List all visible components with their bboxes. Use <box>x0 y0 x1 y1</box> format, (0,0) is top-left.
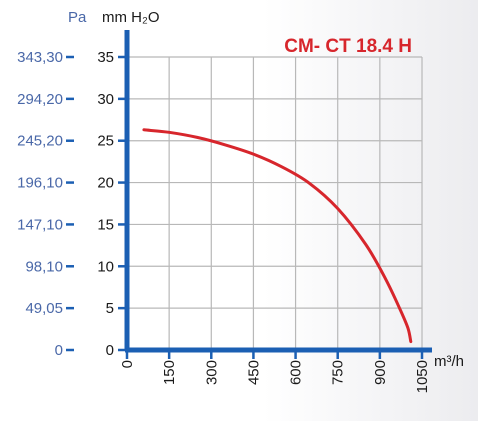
grid <box>127 56 423 350</box>
x-tick-label: 150 <box>161 360 178 385</box>
y-axis-label-pa: Pa <box>68 9 87 26</box>
x-tick-label: 750 <box>330 360 347 385</box>
y-axis-label-mm: mm H₂O <box>102 9 159 26</box>
y-tick-label-mm: 0 <box>106 342 114 359</box>
y-tick-label-pa: 343,30 <box>17 49 63 66</box>
x-tick-label: 300 <box>203 360 220 385</box>
y-tick-label-pa: 0 <box>55 342 63 359</box>
y-tick-label-mm: 25 <box>97 133 114 150</box>
y-tick-label-pa: 49,05 <box>25 300 63 317</box>
axes <box>66 30 432 359</box>
x-tick-label: 0 <box>119 360 136 368</box>
y-tick-label-pa: 196,10 <box>17 175 63 192</box>
y-tick-label-pa: 294,20 <box>17 91 63 108</box>
x-tick-label: 450 <box>245 360 262 385</box>
x-axis-ticks: 0 150 300 450 600 750 900 1050 <box>119 360 431 393</box>
y-tick-label-mm: 35 <box>97 49 114 66</box>
y-tick-label-pa: 147,10 <box>17 216 63 233</box>
y-tick-label-mm: 30 <box>97 91 114 108</box>
x-tick-label: 900 <box>372 360 389 385</box>
y-tick-label-mm: 20 <box>97 175 114 192</box>
x-axis-label: m³/h <box>434 353 464 370</box>
performance-curve <box>142 128 413 344</box>
y-tick-label-mm: 15 <box>97 216 114 233</box>
x-tick-label: 600 <box>288 360 305 385</box>
y-tick-label-pa: 245,20 <box>17 133 63 150</box>
y-tick-label-pa: 98,10 <box>25 258 63 275</box>
chart-title: CM- CT 18.4 H <box>284 36 412 57</box>
y-tick-label-mm: 5 <box>106 300 114 317</box>
y-axis-mm-ticks: 0 5 10 15 20 25 30 35 <box>97 49 114 359</box>
y-axis-pa-ticks: 0 49,05 98,10 147,10 196,10 245,20 294,20 343,3… <box>17 49 63 359</box>
x-tick-label: 1050 <box>414 360 431 393</box>
series-layer <box>142 128 413 344</box>
y-tick-label-mm: 10 <box>97 258 114 275</box>
